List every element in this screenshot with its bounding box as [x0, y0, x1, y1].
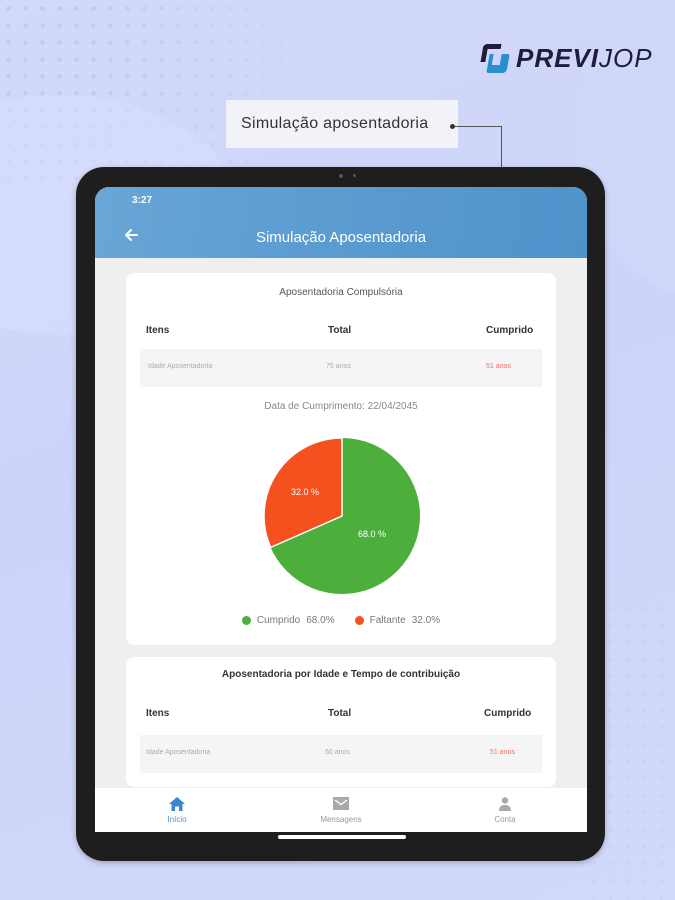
callout-connector	[455, 126, 502, 127]
callout-dot	[450, 124, 455, 129]
row-item: Idade Aposentadoria	[146, 749, 211, 756]
mail-icon	[333, 797, 349, 810]
pie-label-faltante: 32.0 %	[291, 487, 320, 497]
completion-date: Data de Cumprimento: 22/04/2045	[264, 401, 418, 412]
callout-connector	[501, 126, 502, 168]
column-header-completed: Cumprido	[486, 325, 534, 336]
brand-logo-icon	[480, 42, 510, 74]
feature-callout: Simulação aposentadoria	[226, 100, 458, 148]
legend-dot	[241, 616, 251, 625]
card-title: Aposentadoria Compulsória	[279, 287, 403, 298]
column-header-items: Itens	[146, 708, 170, 719]
column-header-items: Itens	[146, 325, 170, 336]
app-bar: 3:27 Simulação Aposentadoria	[95, 187, 587, 258]
table-row: Idade Aposentadoria 75 anos 51 anos	[140, 349, 542, 387]
app-screen: 3:27 Simulação Aposentadoria Aposentador…	[95, 187, 587, 832]
column-header-total: Total	[328, 708, 352, 719]
card-title: Aposentadoria por Idade e Tempo de contr…	[221, 669, 461, 680]
page-title: Simulação Aposentadoria	[255, 229, 427, 246]
nav-item-account[interactable]: Conta	[423, 788, 587, 832]
row-item: Idade Aposentadoria	[148, 363, 213, 370]
nav-item-home[interactable]: Início	[95, 788, 259, 832]
arrow-left-icon	[125, 229, 138, 241]
legend-dot	[354, 616, 364, 625]
home-indicator[interactable]	[278, 835, 406, 839]
column-header-completed: Cumprido	[484, 708, 532, 719]
row-total: 75 anos	[326, 363, 351, 370]
table-row: Idade Aposentadoria 60 anos 51 anos	[140, 735, 542, 773]
row-completed: 51 anos	[486, 363, 511, 370]
legend-item-faltante: Faltante 32.0%	[354, 615, 440, 626]
chart-legend: Cumprido 68.0% Faltante 32.0%	[126, 615, 556, 626]
home-icon	[169, 797, 185, 811]
callout-label: Simulação aposentadoria	[241, 115, 429, 132]
user-icon	[499, 797, 511, 811]
age-contribution-retirement-card: Aposentadoria por Idade e Tempo de contr…	[126, 657, 556, 787]
status-time: 3:27	[132, 195, 153, 206]
column-header-total: Total	[328, 325, 352, 336]
legend-item-cumprido: Cumprido 68.0%	[241, 615, 335, 626]
sensor-icon	[353, 174, 356, 177]
pie-label-cumprido: 68.0 %	[358, 529, 387, 539]
back-button[interactable]	[123, 227, 143, 245]
camera-icon	[339, 174, 343, 178]
brand-name: PREVIJOP	[516, 42, 653, 73]
row-total: 60 anos	[325, 749, 350, 756]
bottom-navigation: Início Mensagens Conta	[95, 788, 587, 832]
row-completed: 51 anos	[490, 749, 515, 756]
brand-logo: PREVIJOP	[480, 42, 653, 74]
nav-item-messages[interactable]: Mensagens	[259, 788, 423, 832]
pie-chart	[263, 437, 420, 594]
compulsory-retirement-card: Aposentadoria Compulsória Itens Total Cu…	[126, 273, 556, 645]
pie-slice-faltante	[263, 437, 343, 549]
